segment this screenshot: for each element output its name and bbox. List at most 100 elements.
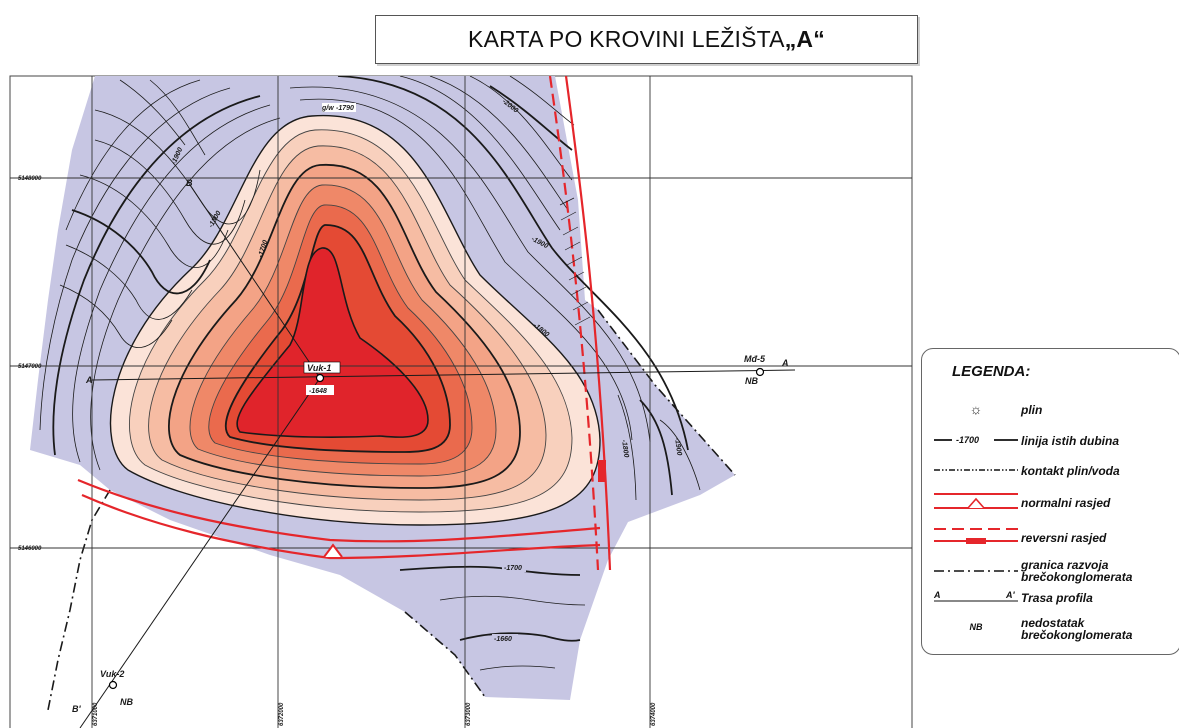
map-title-text: KARTA PO KROVINI LEŽIŠTA xyxy=(468,26,785,52)
reverse-fault-marker xyxy=(598,460,606,482)
fault-line xyxy=(548,76,600,571)
well-vuk1-depth: -1648 xyxy=(309,388,327,395)
gas-water-label: g/w xyxy=(321,105,334,112)
contour-line xyxy=(399,76,561,231)
gas-icon: ☼ xyxy=(969,401,983,417)
legend-label: linija istih dubina xyxy=(1021,434,1120,448)
contour-line xyxy=(509,76,575,126)
zone-crest xyxy=(236,247,429,438)
grid-label-x: 6373000 xyxy=(466,702,472,726)
gas-water-contact-icon xyxy=(934,469,1018,471)
legend-label: Trasa profila xyxy=(1021,591,1093,605)
reverse-fault xyxy=(548,76,612,571)
contour-line xyxy=(489,85,573,151)
contour-label: -1700 xyxy=(504,565,522,572)
legend-label-line2: brečokonglomerata xyxy=(1021,628,1133,642)
grid-label-y: 5147000 xyxy=(18,364,42,370)
fault-line xyxy=(81,493,601,560)
contour-line xyxy=(72,104,271,463)
profile-line-icon: A A' xyxy=(933,590,1018,602)
contour-line xyxy=(659,419,701,491)
well-vuk2-note: NB xyxy=(120,697,133,707)
contour-line xyxy=(639,399,673,496)
profile-line-a xyxy=(91,369,796,381)
legend-label-line1: nedostatak xyxy=(1021,616,1085,630)
contour-line xyxy=(39,87,231,431)
well-vuk1-marker xyxy=(315,373,325,383)
grid-label-y: 5146000 xyxy=(18,546,42,552)
breccia-boundary-line xyxy=(404,611,486,698)
legend-label: granica razvoja brečokonglomerata xyxy=(1021,559,1132,583)
label-bg xyxy=(492,634,518,643)
legend-label: nedostatak brečokonglomerata xyxy=(1021,617,1132,641)
well-md5-note: NB xyxy=(745,376,758,386)
contour-line xyxy=(337,76,689,451)
legend-label: plin xyxy=(1021,403,1043,417)
legend: LEGENDA: ☼ plin -1700 linija istih dubin… xyxy=(921,348,1179,655)
contour-line xyxy=(65,244,193,320)
legend-title: LEGENDA: xyxy=(952,363,1031,380)
profile-line-b xyxy=(189,184,321,379)
contour-line xyxy=(59,284,173,348)
contour-line xyxy=(289,86,651,443)
well-md5-name: Mđ-5 xyxy=(744,354,766,364)
contour-line xyxy=(94,139,246,245)
well-vuk2-name: Vuk-2 xyxy=(100,669,124,679)
breccia-boundary-line xyxy=(47,489,111,711)
contour-label: -1900 xyxy=(673,437,682,456)
grid-label-x: 6371000 xyxy=(93,702,99,726)
contour-line xyxy=(119,79,186,146)
profile-end-b: B xyxy=(186,178,193,188)
map-title: KARTA PO KROVINI LEŽIŠTA „A“ xyxy=(375,15,918,64)
legend-sample: -1700 xyxy=(956,435,979,445)
label-bg xyxy=(502,563,526,572)
breccia-boundary-icon xyxy=(934,570,1018,572)
label-bg xyxy=(306,385,334,395)
profile-end-b-prime: B' xyxy=(72,704,81,714)
grid-labels: 5148000 5147000 5146000 6372000 6373000 … xyxy=(18,176,657,726)
contour-label: -1790 xyxy=(336,105,354,112)
legend-sample: A xyxy=(933,590,941,600)
depth-zones xyxy=(109,115,601,526)
contour-line xyxy=(479,665,556,671)
map-title-letter: „A“ xyxy=(784,26,825,52)
well-md5-marker xyxy=(755,367,765,377)
contour-line xyxy=(459,632,581,642)
grid-label-x: 6374000 xyxy=(651,702,657,726)
legend-label: normalni rasjed xyxy=(1021,496,1111,510)
legend-label: kontakt plin/voda xyxy=(1021,464,1120,478)
legend-sample: NB xyxy=(969,622,983,632)
contour-line xyxy=(149,79,206,156)
normal-fault xyxy=(77,478,601,560)
fault-line xyxy=(77,478,601,543)
contour-line xyxy=(439,595,586,606)
contour-lines xyxy=(39,76,701,671)
breccia-boundary-line xyxy=(597,309,736,476)
contour-line xyxy=(52,95,261,456)
legend-label-line1: granica razvoja xyxy=(1021,558,1109,572)
contour-line xyxy=(71,209,211,295)
reverse-fault-icon xyxy=(934,528,1018,544)
profile-line-b xyxy=(79,377,321,728)
fault-hatch xyxy=(559,197,591,326)
contour-line-icon: -1700 xyxy=(934,435,1018,445)
normal-fault-marker xyxy=(323,543,343,558)
legend-label: reversni rasjed xyxy=(1021,531,1107,545)
normal-fault-icon xyxy=(934,493,1018,509)
well-vuk1-name: Vuk-1 xyxy=(307,363,331,373)
coordinate-grid xyxy=(10,76,912,728)
contour-label: -1660 xyxy=(494,636,512,643)
contour-line xyxy=(90,117,281,471)
contour-line xyxy=(65,79,201,231)
label-bg xyxy=(303,361,341,374)
grid-label-x: 6372000 xyxy=(279,702,285,726)
contour-line xyxy=(399,565,581,576)
profile-end-a: A xyxy=(85,375,93,385)
contour-line xyxy=(617,394,637,501)
well-labels: Vuk-1 -1648 Vuk-2 NB Mđ-5 NB A A B B' xyxy=(72,178,789,714)
legend-label-line2: brečokonglomerata xyxy=(1021,570,1133,584)
contour-label: -1800 xyxy=(620,439,629,458)
well-vuk2-marker xyxy=(108,680,118,690)
label-bg xyxy=(322,103,356,112)
